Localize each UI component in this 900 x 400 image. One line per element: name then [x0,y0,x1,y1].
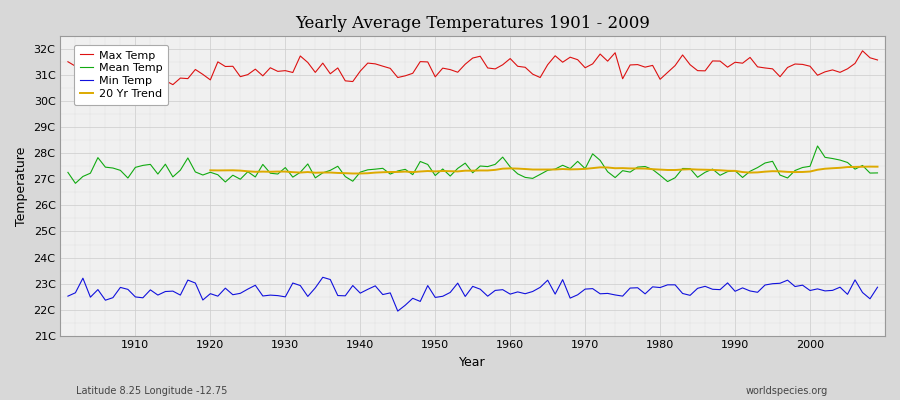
Legend: Max Temp, Mean Temp, Min Temp, 20 Yr Trend: Max Temp, Mean Temp, Min Temp, 20 Yr Tre… [74,45,167,105]
Max Temp [602,59,613,64]
20 Yr Trend [872,164,883,169]
Min Temp [392,309,403,314]
Min Temp [122,287,133,292]
Line: 20 Yr Trend: 20 Yr Trend [211,167,878,174]
Mean Temp [130,165,140,170]
Min Temp [520,291,531,296]
Min Temp [318,275,328,280]
Mean Temp [512,172,523,176]
20 Yr Trend [287,170,298,174]
Max Temp [512,64,523,69]
Mean Temp [872,170,883,175]
Min Temp [609,292,620,297]
Mean Temp [62,170,73,175]
Line: Mean Temp: Mean Temp [68,146,878,183]
Mean Temp [602,169,613,174]
Max Temp [122,64,133,69]
Max Temp [857,48,868,53]
Mean Temp [812,144,823,148]
Max Temp [505,56,516,61]
X-axis label: Year: Year [459,356,486,369]
Max Temp [872,58,883,62]
Line: Max Temp: Max Temp [68,51,878,85]
Max Temp [340,78,351,83]
20 Yr Trend [332,170,343,175]
Line: Min Temp: Min Temp [68,277,878,311]
Text: Latitude 8.25 Longitude -12.75: Latitude 8.25 Longitude -12.75 [76,386,228,396]
Mean Temp [505,164,516,169]
Y-axis label: Temperature: Temperature [15,146,28,226]
Mean Temp [340,174,351,179]
Min Temp [872,285,883,290]
Mean Temp [295,170,306,175]
Max Temp [62,59,73,64]
20 Yr Trend [498,166,508,171]
20 Yr Trend [505,166,516,171]
20 Yr Trend [595,165,606,170]
Text: worldspecies.org: worldspecies.org [746,386,828,396]
Mean Temp [70,181,81,186]
Title: Yearly Average Temperatures 1901 - 2009: Yearly Average Temperatures 1901 - 2009 [295,15,650,32]
Min Temp [287,281,298,286]
Max Temp [167,82,178,87]
Min Temp [62,294,73,298]
Min Temp [512,290,523,294]
Min Temp [340,294,351,298]
Max Temp [295,54,306,58]
